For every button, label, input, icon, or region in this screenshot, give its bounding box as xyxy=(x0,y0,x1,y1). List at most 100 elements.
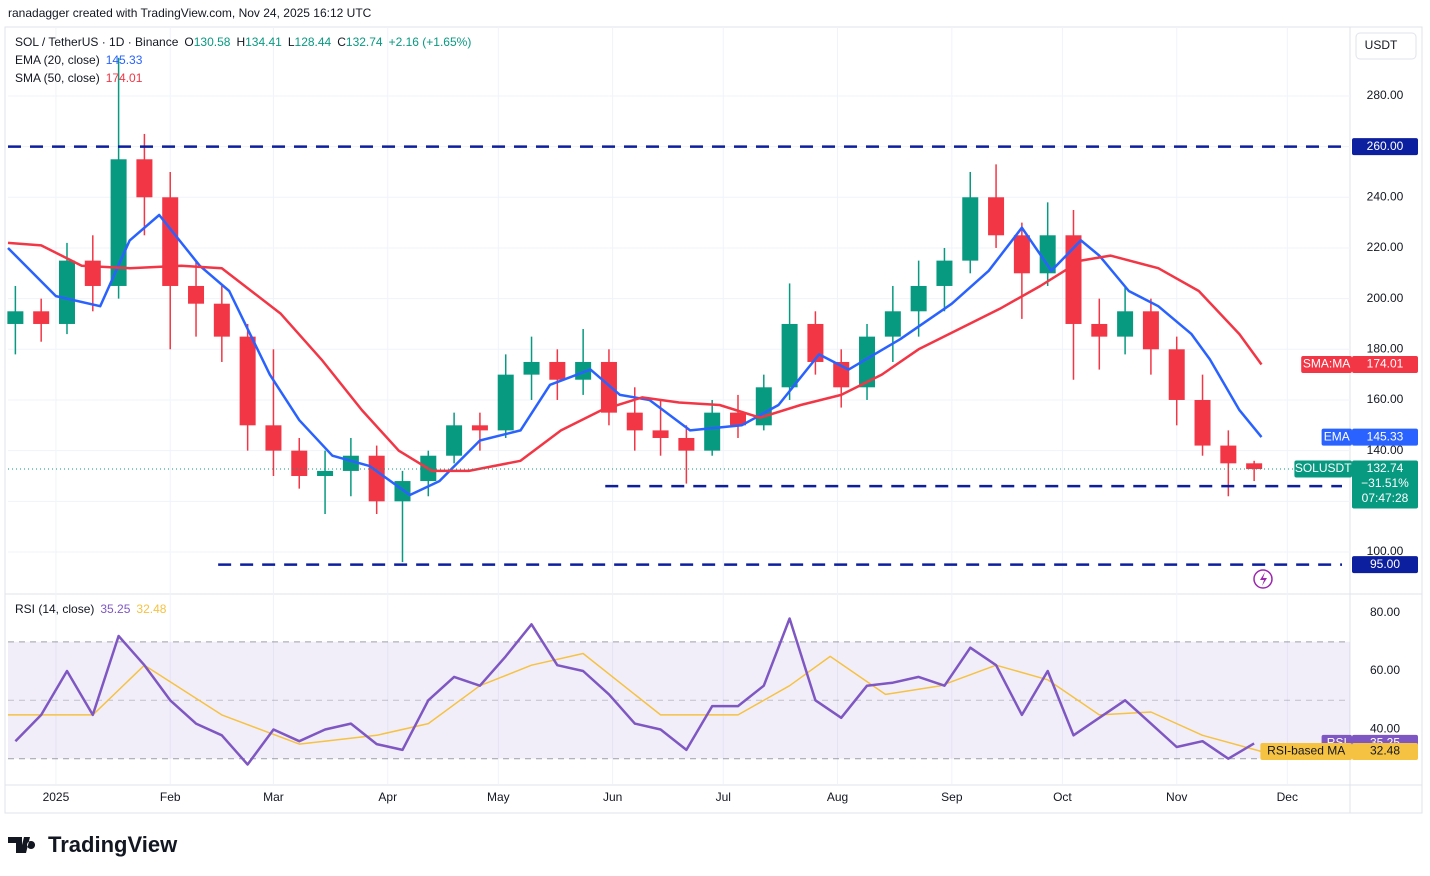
legend-name: RSI (14, close) xyxy=(15,602,94,616)
candle-body xyxy=(7,311,24,324)
x-tick-label: Mar xyxy=(263,790,284,804)
legend-value: 145.33 xyxy=(106,53,143,67)
candle-body xyxy=(136,159,153,198)
candle-body xyxy=(626,412,643,431)
last-change: −31.51% xyxy=(1361,476,1409,490)
candle-body xyxy=(58,260,75,324)
axis-tag: EMA xyxy=(1324,429,1350,443)
y-tick-label: 100.00 xyxy=(1367,544,1404,558)
y-tick-label: 220.00 xyxy=(1367,240,1404,254)
alert-icon[interactable] xyxy=(1253,569,1273,589)
candle-body xyxy=(471,425,488,431)
ohlc-value: 130.58 xyxy=(194,35,231,49)
ohlc-key: H xyxy=(236,35,245,49)
y-tick-label: 140.00 xyxy=(1367,443,1404,457)
legend: SOL / TetherUS · 1D · Binance O130.58 H134… xyxy=(15,35,471,49)
x-tick-label: May xyxy=(487,790,510,804)
axis-label: 32.48 xyxy=(1370,744,1400,758)
candle-body xyxy=(33,311,50,324)
credit: ranadagger created with TradingView.com,… xyxy=(8,6,372,20)
y-tick-label: 200.00 xyxy=(1367,291,1404,305)
axis-tag-box xyxy=(1301,355,1352,373)
line xyxy=(7,213,1263,497)
countdown: 07:47:28 xyxy=(1362,491,1409,505)
line xyxy=(14,617,1255,766)
candle-body xyxy=(213,303,230,337)
axis-label-box xyxy=(1352,428,1418,446)
axis-label-box xyxy=(1352,556,1418,574)
candle-body xyxy=(265,425,282,451)
legend: RSI (14, close) 35.25 32.48 xyxy=(15,602,167,616)
ohlc-key: C xyxy=(337,35,346,49)
candle-body xyxy=(549,361,566,380)
last-tag: SOLUSDT xyxy=(1295,461,1352,475)
x-tick-label: Oct xyxy=(1053,790,1072,804)
brand-logo xyxy=(8,837,36,853)
ohlc-value: 128.44 xyxy=(295,35,332,49)
ohlc-value: 134.41 xyxy=(245,35,282,49)
ohlc-key: O xyxy=(184,35,193,49)
last-tag-box xyxy=(1294,460,1352,478)
axis-tag-box xyxy=(1260,742,1352,760)
y-tick-label: 160.00 xyxy=(1367,392,1404,406)
candle-body xyxy=(884,311,901,337)
candle-body xyxy=(497,374,514,431)
axis-tag: RSI-based MA xyxy=(1267,744,1345,758)
candle-body xyxy=(652,430,669,438)
candle-body xyxy=(936,260,953,286)
axis-label-box xyxy=(1352,138,1418,156)
legend: EMA (20, close) 145.33 xyxy=(15,53,143,67)
axis-label-box xyxy=(1352,742,1418,760)
candle-body xyxy=(523,361,540,375)
candle-body xyxy=(1013,235,1030,274)
symbol: SOL / TetherUS · 1D · Binance xyxy=(15,35,179,49)
axis-label-box xyxy=(1352,355,1418,373)
change: +2.16 (+1.65%) xyxy=(389,35,472,49)
chart-frame xyxy=(4,26,1423,814)
line xyxy=(8,652,1262,753)
y-tick-label: 240.00 xyxy=(1367,189,1404,203)
legend-value: 35.25 xyxy=(100,602,130,616)
x-tick-label: Sep xyxy=(941,790,963,804)
currency-button[interactable] xyxy=(1355,32,1417,60)
candle-body xyxy=(575,361,592,380)
y-tick-label: 60.00 xyxy=(1370,663,1400,677)
candle-body xyxy=(1091,323,1108,337)
candle-body xyxy=(317,470,334,476)
candle-body xyxy=(678,437,695,451)
candle-body xyxy=(1194,399,1211,446)
brand: TradingView xyxy=(48,832,178,857)
ohlc-key: L xyxy=(288,35,295,49)
candle-body xyxy=(368,455,385,502)
candle-body xyxy=(1039,235,1056,274)
axis-label: 95.00 xyxy=(1370,557,1400,571)
x-tick-label: 2025 xyxy=(43,790,70,804)
candle-body xyxy=(962,197,979,261)
last-price-box xyxy=(1352,460,1418,509)
last-price: 132.74 xyxy=(1367,461,1404,475)
legend: SMA (50, close) 174.01 xyxy=(15,71,143,85)
axis-label: 260.00 xyxy=(1367,139,1404,153)
candle-body xyxy=(910,285,927,312)
candle-body xyxy=(781,323,798,388)
candle-body xyxy=(704,412,721,451)
y-tick-label: 80.00 xyxy=(1370,605,1400,619)
line xyxy=(7,241,1263,473)
x-tick-label: Nov xyxy=(1166,790,1187,804)
ohlc-value: 132.74 xyxy=(346,35,383,49)
candle-body xyxy=(859,336,876,388)
x-tick-label: Jul xyxy=(716,790,731,804)
currency[interactable]: USDT xyxy=(1365,38,1398,52)
candle-body xyxy=(84,260,101,286)
candle-body xyxy=(188,285,205,304)
candle-body xyxy=(239,336,256,426)
x-tick-label: Dec xyxy=(1277,790,1298,804)
y-tick-label: 40.00 xyxy=(1370,722,1400,736)
legend-value: 174.01 xyxy=(106,71,143,85)
x-tick-label: Aug xyxy=(827,790,848,804)
candle-body xyxy=(1168,349,1185,400)
candle-body xyxy=(446,425,463,456)
candle-body xyxy=(729,412,746,426)
candle-body xyxy=(162,197,179,286)
candle-body xyxy=(291,450,308,476)
